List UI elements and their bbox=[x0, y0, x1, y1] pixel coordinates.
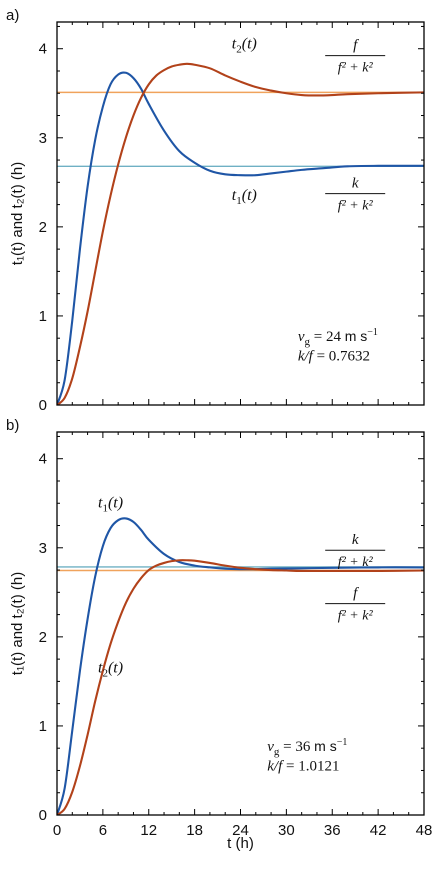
f-fraction-label: f f² + k² bbox=[325, 38, 386, 76]
y-tick-label: 2 bbox=[39, 629, 47, 646]
x-tick-label: 42 bbox=[370, 822, 387, 839]
y-tick-label: 3 bbox=[39, 540, 47, 557]
k-fraction-label-denominator: f² + k² bbox=[338, 199, 374, 214]
t2-curve-label-subscript: 2 bbox=[102, 667, 108, 679]
y-tick-label: 4 bbox=[39, 451, 47, 468]
y-tick-label: 1 bbox=[39, 308, 47, 325]
x-axis-label: t (h) bbox=[227, 835, 254, 852]
t2-curve-label: t2(t) bbox=[232, 36, 257, 56]
y-tick-label: 1 bbox=[39, 718, 47, 735]
t1-curve-label-tail: (t) bbox=[242, 187, 257, 204]
ratio-annotation-lhs: k/f bbox=[298, 348, 315, 364]
t1-curve-label-base: t bbox=[98, 495, 103, 512]
vg-annotation-subscript: g bbox=[305, 336, 311, 348]
ratio-annotation-lhs: k/f bbox=[267, 758, 284, 774]
k-fraction-label: k f² + k² bbox=[325, 532, 386, 570]
t1-curve-label: t1(t) bbox=[232, 187, 257, 207]
t1-curve-label-base: t bbox=[232, 187, 237, 204]
t1-series-line bbox=[57, 517, 424, 815]
vg-annotation-unit: m s bbox=[314, 738, 337, 754]
t2-curve-label-tail: (t) bbox=[242, 36, 257, 53]
x-tick-label: 36 bbox=[324, 822, 341, 839]
t2-series-line bbox=[57, 559, 424, 815]
y-tick-label: 4 bbox=[39, 41, 47, 58]
t2-series-line bbox=[57, 62, 424, 405]
f-fraction-label: f f² + k² bbox=[325, 586, 386, 624]
vg-annotation-unit: m s bbox=[345, 328, 368, 344]
x-tick-label: 12 bbox=[140, 822, 157, 839]
t2-curve-label-base: t bbox=[232, 36, 237, 53]
x-tick-label: 6 bbox=[99, 822, 107, 839]
t1-curve-label-subscript: 1 bbox=[236, 195, 242, 207]
ratio-annotation: k/f = 0.7632 bbox=[298, 348, 370, 364]
k-fraction-label-denominator: f² + k² bbox=[338, 555, 374, 570]
f-fraction-label-numerator: f bbox=[353, 38, 359, 54]
y-tick-label: 3 bbox=[39, 130, 47, 147]
x-tick-label: 18 bbox=[186, 822, 203, 839]
t2-curve-label-tail: (t) bbox=[108, 659, 123, 676]
t2-curve-label: t2(t) bbox=[98, 659, 123, 679]
k-fraction-label-numerator: k bbox=[352, 176, 359, 192]
x-tick-label: 30 bbox=[278, 822, 295, 839]
vg-annotation: vg = 36 m s−1 bbox=[267, 737, 347, 758]
vg-annotation-value: = 24 bbox=[310, 329, 345, 345]
t1-curve-label: t1(t) bbox=[98, 495, 123, 515]
t1-curve-label-tail: (t) bbox=[108, 495, 123, 512]
vg-annotation-var: v bbox=[298, 329, 305, 345]
ratio-annotation-value: = 0.7632 bbox=[313, 348, 370, 364]
f-fraction-label-numerator: f bbox=[353, 586, 359, 602]
y-axis-label: t₁(t) and t₂(t) (h) bbox=[9, 572, 26, 675]
x-tick-label: 48 bbox=[416, 822, 433, 839]
k-fraction-label: k f² + k² bbox=[325, 176, 386, 214]
t1-series-line bbox=[57, 71, 424, 405]
x-tick-label: 0 bbox=[53, 822, 61, 839]
f-fraction-label-denominator: f² + k² bbox=[338, 609, 374, 624]
t2-curve-label-subscript: 2 bbox=[236, 44, 242, 56]
vg-annotation-subscript: g bbox=[274, 746, 280, 758]
ratio-annotation: k/f = 1.0121 bbox=[267, 758, 339, 774]
vg-annotation-exponent: −1 bbox=[337, 737, 348, 748]
y-tick-label: 0 bbox=[39, 807, 47, 824]
t1-curve-label-subscript: 1 bbox=[102, 503, 108, 515]
k-fraction-label-numerator: k bbox=[352, 532, 359, 548]
x-tick-label: 24 bbox=[232, 822, 249, 839]
y-tick-label: 0 bbox=[39, 397, 47, 414]
ratio-annotation-value: = 1.0121 bbox=[282, 758, 339, 774]
panel-label: a) bbox=[6, 7, 19, 24]
f-fraction-label-denominator: f² + k² bbox=[338, 61, 374, 76]
vg-annotation-var: v bbox=[267, 739, 274, 755]
y-tick-label: 2 bbox=[39, 219, 47, 236]
panel-label: b) bbox=[6, 417, 19, 434]
y-axis-label: t₁(t) and t₂(t) (h) bbox=[9, 162, 26, 265]
vg-annotation-exponent: −1 bbox=[367, 327, 378, 338]
t2-curve-label-base: t bbox=[98, 659, 103, 676]
vg-annotation: vg = 24 m s−1 bbox=[298, 327, 378, 348]
vg-annotation-value: = 36 bbox=[279, 739, 314, 755]
